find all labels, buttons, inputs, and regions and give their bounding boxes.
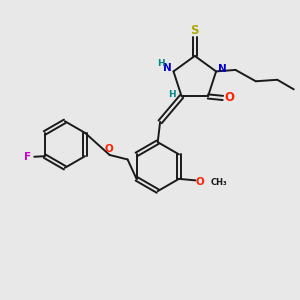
- Text: N: N: [218, 64, 226, 74]
- Text: H: H: [157, 58, 165, 68]
- Text: S: S: [190, 24, 199, 37]
- Text: O: O: [105, 144, 113, 154]
- Text: O: O: [195, 177, 204, 187]
- Text: N: N: [163, 63, 171, 74]
- Text: O: O: [224, 92, 235, 104]
- Text: H: H: [168, 90, 176, 99]
- Text: F: F: [24, 152, 31, 162]
- Text: CH₃: CH₃: [211, 178, 227, 187]
